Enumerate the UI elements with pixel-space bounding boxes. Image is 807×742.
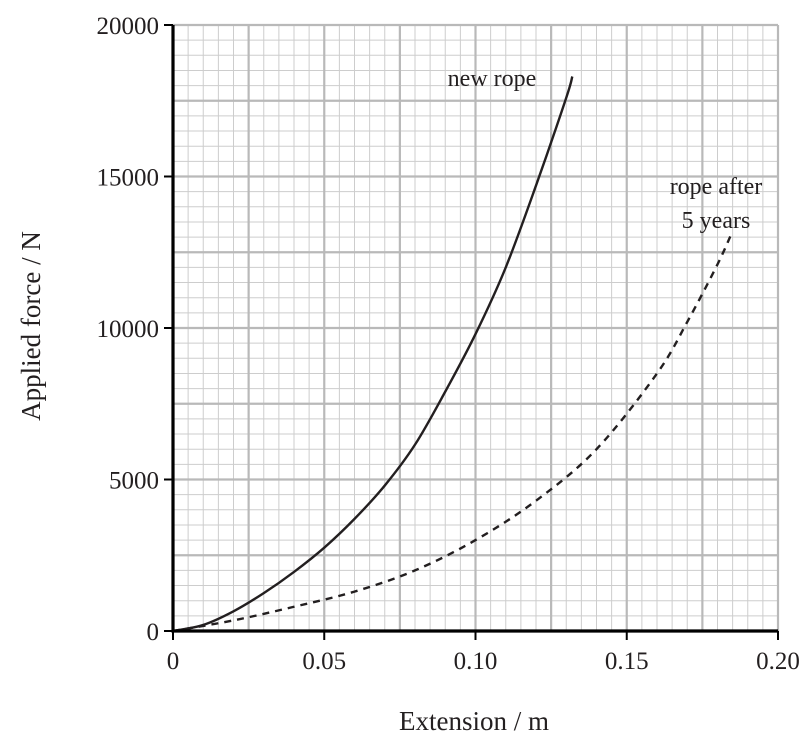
y-axis-label: Applied force / N (16, 231, 46, 421)
y-tick-label: 0 (147, 619, 160, 646)
x-tick-label: 0.05 (302, 648, 346, 675)
y-tick-label: 15000 (97, 165, 160, 192)
data-series (172, 76, 734, 633)
series-line-rope-after-5-years (172, 230, 734, 633)
x-axis-ticks: 0 0.05 0.10 0.15 0.20 (167, 631, 800, 675)
series-label-new-rope: new rope (448, 66, 537, 92)
x-tick-label: 0 (167, 648, 180, 675)
series-label-old-rope-line2: 5 years (682, 208, 751, 234)
x-axis-label: Extension / m (399, 706, 549, 736)
series-label-old-rope-line1: rope after (670, 174, 763, 200)
y-tick-label: 10000 (97, 316, 160, 343)
x-tick-label: 0.15 (605, 648, 649, 675)
y-axis-ticks: 0 5000 10000 15000 20000 (97, 13, 173, 646)
x-tick-label: 0.10 (454, 648, 498, 675)
series-line-new-rope (172, 76, 574, 633)
y-tick-label: 20000 (97, 13, 160, 40)
x-tick-label: 0.20 (756, 648, 800, 675)
y-tick-label: 5000 (109, 468, 159, 495)
